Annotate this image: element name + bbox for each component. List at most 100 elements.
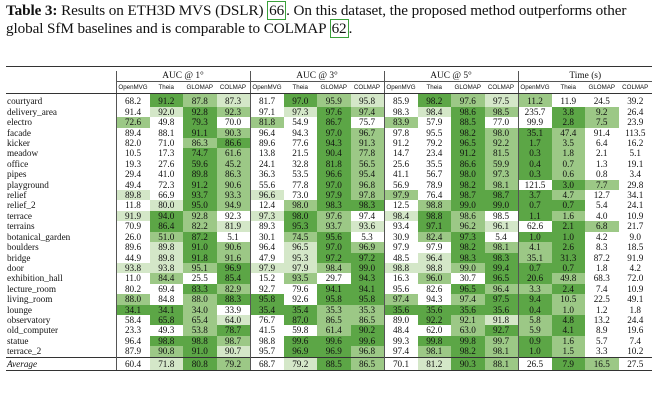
table-row: relief 89.8 66.9 93.7 93.3 96.6 73.0 97.9 97.8 97… xyxy=(6,190,652,201)
table-row: exhibition_hall 11.0 84.4 25.5 85.4 15.2 93.5 2… xyxy=(6,273,652,284)
scene-name: bridge xyxy=(7,252,31,263)
table-cell: 97.9 xyxy=(317,190,351,201)
table-cell: 235.7 xyxy=(517,106,552,118)
table-cell: 96.9 xyxy=(283,346,317,358)
table-cell: 89.8 xyxy=(115,190,150,201)
table-cell: 92.1 xyxy=(451,314,485,326)
table-cell: 60.4 xyxy=(115,356,150,371)
table-cell: 1.3 xyxy=(596,158,608,169)
group-header-time: Time (s) xyxy=(517,71,652,83)
table-cell: 19.3 xyxy=(115,158,150,170)
table-cell: 0.3 xyxy=(517,148,552,159)
table-cell: 96.4 xyxy=(249,242,284,253)
table-cell: 97.0 xyxy=(317,127,351,139)
table-cell: 7.9 xyxy=(551,356,585,371)
table-cell: 72.6 xyxy=(115,117,150,128)
caption-text-after: . xyxy=(348,19,353,37)
table-cell: 97.1 xyxy=(249,106,284,118)
table-cell: 98.3 xyxy=(383,106,418,118)
table-cell: 91.4 xyxy=(593,127,610,138)
table-cell: 97.6 xyxy=(451,93,485,107)
table-cell: 91.2 xyxy=(451,148,485,159)
table-cell: 4.8 xyxy=(551,314,585,326)
table-cell: 77.0 xyxy=(492,117,510,128)
table-cell: 55.6 xyxy=(249,179,284,191)
table-cell: 94.3 xyxy=(317,138,351,149)
table-cell: 97.5 xyxy=(484,294,518,305)
table-cell: 76.7 xyxy=(249,314,284,326)
citation-link-eth3d[interactable]: 66 xyxy=(267,1,287,20)
table-row: facade 89.4 88.1 91.1 90.3 96.4 94.3 97.0 96.7 97… xyxy=(6,127,652,139)
table-cell: 94.9 xyxy=(216,200,250,211)
scene-name: living_room xyxy=(7,294,53,305)
table-cell: 92.7 xyxy=(249,283,284,295)
table-cell: 49.4 xyxy=(115,179,150,191)
table-cell: 35.3 xyxy=(350,304,384,315)
table-cell: 25.5 xyxy=(191,273,208,284)
table-cell: 99.0 xyxy=(451,200,485,211)
table-cell: 77.8 xyxy=(350,148,384,159)
table-cell: 82.2 xyxy=(183,221,217,232)
method-header: GLOMAP xyxy=(451,81,485,95)
table-cell: 93.7 xyxy=(317,221,351,232)
table-cell: 53.8 xyxy=(183,325,217,336)
table-cell: 12.7 xyxy=(593,190,610,201)
scene-name: electro xyxy=(7,117,32,128)
table-cell: 86.6 xyxy=(451,158,485,170)
scene-name: boulders xyxy=(7,242,39,253)
caption-text-before: Results on ETH3D MVS (DSLR) xyxy=(57,2,268,19)
table-cell: 76.4 xyxy=(426,190,443,201)
table-cell: 92.8 xyxy=(183,106,217,118)
scene-name: Average xyxy=(6,356,116,371)
table-cell: 5.7 xyxy=(596,335,608,346)
table-cell: 99.0 xyxy=(451,262,485,274)
table-cell: 81.9 xyxy=(216,221,250,232)
table-cell: 11.0 xyxy=(115,273,150,284)
table-cell: 89.4 xyxy=(115,127,150,139)
table-cell: 92.2 xyxy=(417,314,451,326)
table-cell: 96.7 xyxy=(350,127,384,139)
table-cell: 98.1 xyxy=(484,242,518,253)
table-cell: 2.6 xyxy=(551,242,585,253)
table-cell: 57.9 xyxy=(426,117,443,128)
table-cell: 14.7 xyxy=(383,148,418,159)
table-row: meadow 10.5 17.3 74.7 61.6 13.8 21.5 90.4 77.8 14… xyxy=(6,148,652,159)
table-cell: 98.8 xyxy=(183,335,217,347)
table-cell: 97.8 xyxy=(350,190,384,201)
table-cell: 41.5 xyxy=(249,325,284,336)
table-cell: 98.3 xyxy=(484,252,518,263)
table-cell: 45.2 xyxy=(216,158,250,170)
table-cell: 96.6 xyxy=(249,190,284,201)
table-cell: 90.8 xyxy=(149,346,183,358)
table-cell: 0.7 xyxy=(551,158,585,170)
group-header-auc3: AUC @ 3° xyxy=(249,71,384,83)
table-cell: 96.6 xyxy=(317,169,351,180)
table-cell: 1.6 xyxy=(551,210,585,222)
citation-link-colmap[interactable]: 62 xyxy=(329,18,349,38)
table-cell: 41.1 xyxy=(383,169,418,180)
table-cell: 94.1 xyxy=(317,283,351,295)
table-cell: 98.6 xyxy=(451,210,485,222)
table-cell: 95.3 xyxy=(283,252,317,263)
table-cell: 6.4 xyxy=(596,138,608,149)
table-cell: 93.3 xyxy=(216,190,250,201)
table-cell: 97.4 xyxy=(358,210,376,221)
table-cell: 9.2 xyxy=(585,106,619,118)
table-cell: 41.0 xyxy=(158,169,175,180)
table-cell: 10.2 xyxy=(627,346,644,357)
table-cell: 95.3 xyxy=(283,221,317,232)
table-cell: 97.9 xyxy=(383,190,418,201)
table-cell: 71.0 xyxy=(158,138,175,149)
scene-name: courtyard xyxy=(7,96,43,107)
table-cell: 88.5 xyxy=(317,356,351,371)
table-cell: 1.6 xyxy=(551,335,585,347)
table-row: kicker 82.0 71.0 86.3 86.6 89.6 77.6 94.3 91.3 91… xyxy=(6,138,652,149)
table-cell: 97.4 xyxy=(350,106,384,118)
table-cell: 2.1 xyxy=(551,221,585,232)
scene-name: statue xyxy=(7,335,29,346)
table-cell: 91.3 xyxy=(350,138,384,149)
table-cell: 80.8 xyxy=(183,356,217,371)
table-cell: 81.7 xyxy=(249,93,284,107)
table-cell: 99.9 xyxy=(517,117,552,128)
table-cell: 34.1 xyxy=(115,304,150,315)
